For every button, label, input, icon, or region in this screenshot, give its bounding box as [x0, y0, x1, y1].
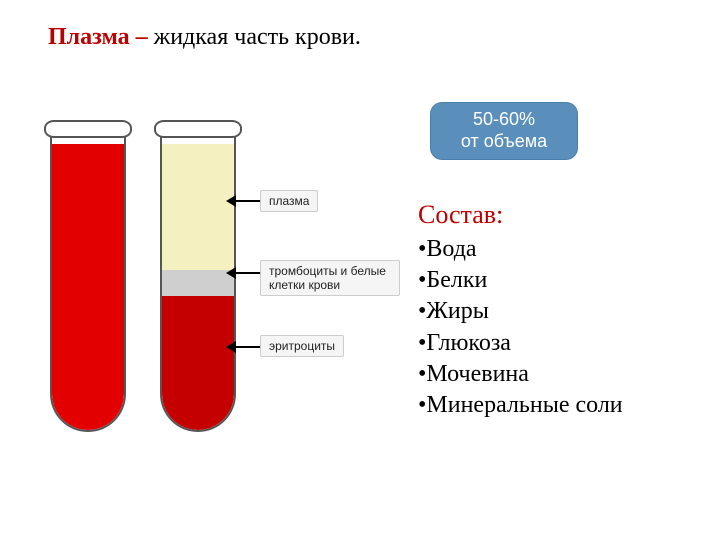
tube-body [50, 132, 126, 432]
label-buffy-text: тромбоциты и белые клетки крови [260, 260, 400, 296]
volume-badge: 50-60% от объема [430, 102, 578, 160]
arrow-plasma [234, 200, 260, 202]
composition-item: Вода [418, 234, 708, 265]
label-plasma: плазма [260, 190, 318, 212]
label-buffy: тромбоциты и белые клетки крови [260, 260, 400, 296]
layer-whole-blood [52, 144, 124, 430]
layer-plasma [162, 144, 234, 270]
composition-item: Глюкоза [418, 328, 708, 359]
label-rbc: эритроциты [260, 335, 344, 357]
tube-cap [44, 120, 132, 138]
tube-whole-blood [50, 120, 126, 432]
page-title: Плазма – жидкая часть крови. [48, 24, 361, 51]
layer-buffy-coat [162, 270, 234, 296]
composition-item: Мочевина [418, 359, 708, 390]
composition-list: Вода Белки Жиры Глюкоза Мочевина Минерал… [418, 234, 708, 421]
label-rbc-text: эритроциты [260, 335, 344, 357]
arrow-buffy [234, 272, 260, 274]
composition-title: Состав: [418, 200, 708, 230]
tube-cap [154, 120, 242, 138]
composition-block: Состав: Вода Белки Жиры Глюкоза Мочевина… [418, 200, 708, 421]
arrow-rbc [234, 346, 260, 348]
title-rest: жидкая часть крови. [154, 24, 361, 50]
title-highlight: Плазма – [48, 24, 154, 50]
composition-item: Белки [418, 265, 708, 296]
badge-line2: от объема [431, 131, 577, 153]
tube-body [160, 132, 236, 432]
tube-separated [160, 120, 236, 432]
composition-item: Минеральные соли [418, 390, 708, 421]
tubes-diagram: плазма тромбоциты и белые клетки крови э… [40, 110, 410, 470]
badge-line1: 50-60% [431, 109, 577, 131]
composition-item: Жиры [418, 296, 708, 327]
label-plasma-text: плазма [260, 190, 318, 212]
layer-erythrocytes [162, 296, 234, 430]
